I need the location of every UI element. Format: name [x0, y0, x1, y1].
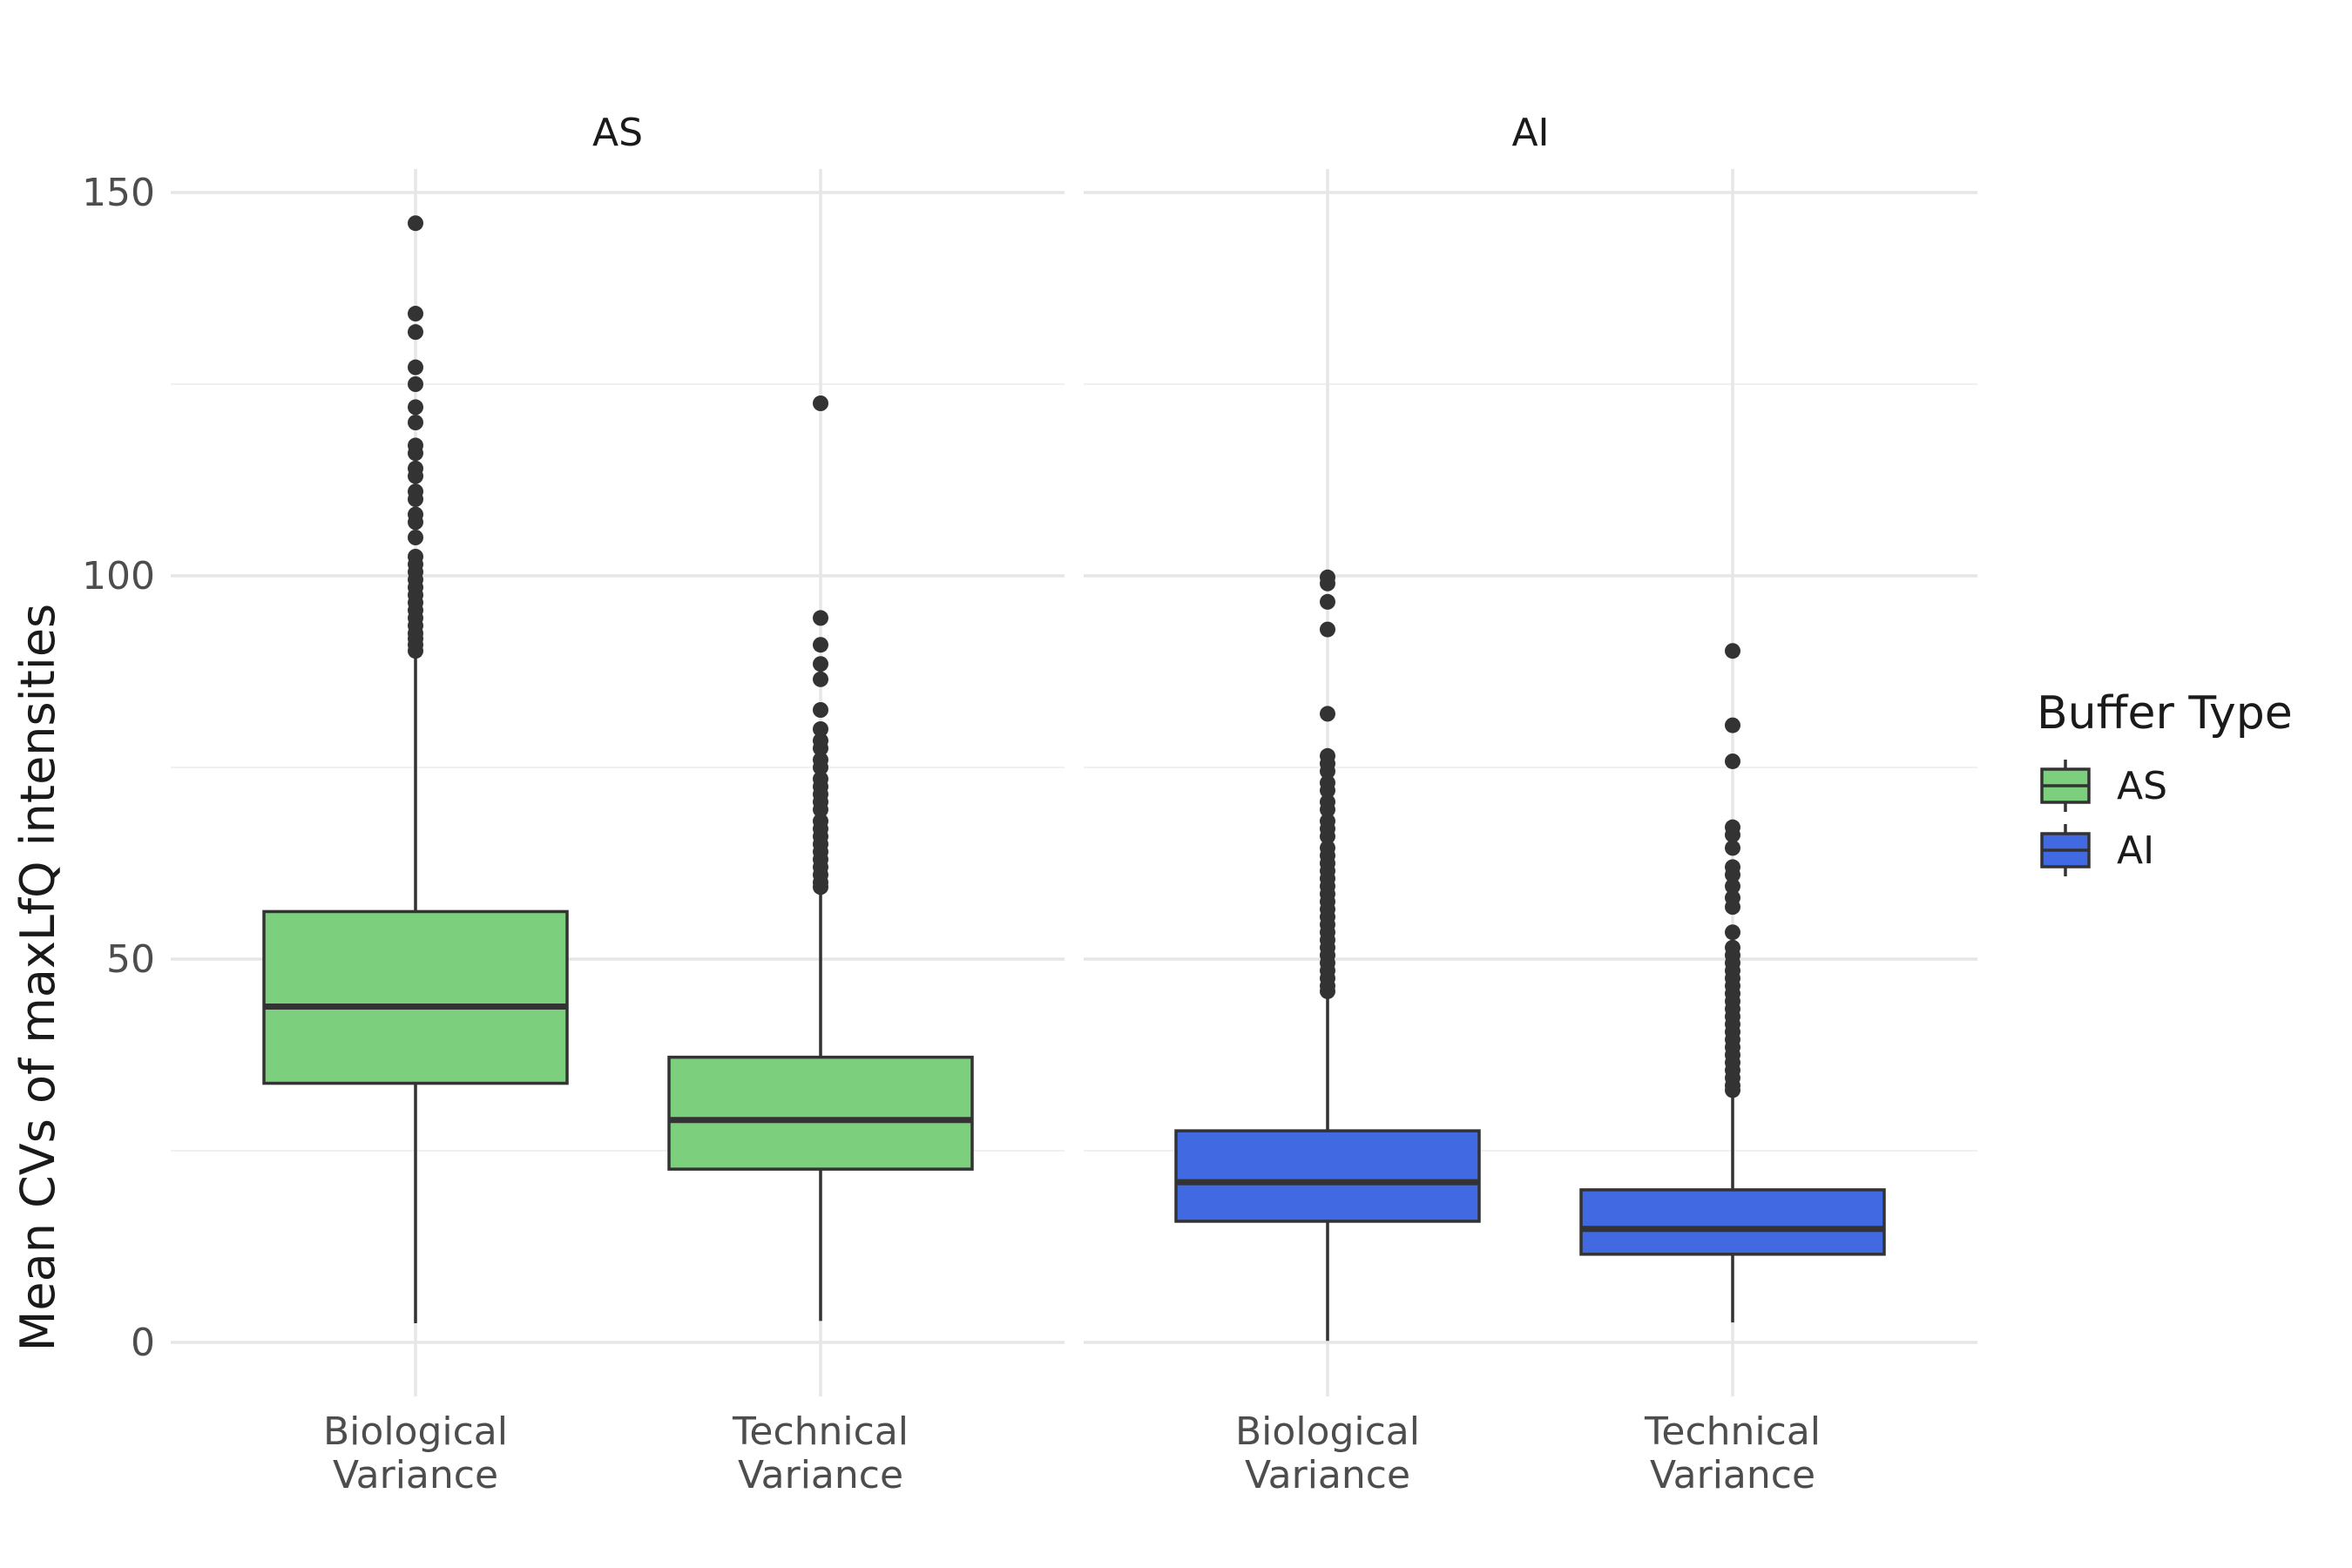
- outlier-point: [1320, 575, 1335, 591]
- outlier-point: [1725, 827, 1740, 843]
- x-tick-label-line: Technical: [1644, 1409, 1821, 1454]
- y-tick-label: 50: [106, 937, 155, 982]
- outlier-point: [1320, 828, 1335, 845]
- legend-entry-as: AS: [2040, 760, 2167, 812]
- x-tick-label-line: Variance: [1650, 1453, 1815, 1497]
- outlier-point: [813, 610, 828, 626]
- x-tick-label-line: Biological: [1235, 1409, 1420, 1454]
- legend-label: AI: [2117, 828, 2154, 873]
- box-plots: [262, 215, 1886, 1342]
- x-tick-label-line: Variance: [1245, 1453, 1410, 1497]
- outlier-point: [408, 491, 423, 507]
- outlier-point: [1320, 801, 1335, 818]
- outlier-point: [1725, 924, 1740, 941]
- y-tick-label: 100: [82, 554, 155, 598]
- x-tick-label-line: Variance: [333, 1453, 498, 1497]
- outlier-point: [408, 399, 423, 416]
- iqr-box: [1579, 1188, 1886, 1256]
- box-as-technical: [667, 395, 974, 1321]
- legend-label: AS: [2117, 764, 2167, 808]
- legend-title: Buffer Type: [2037, 687, 2293, 740]
- box-as-biological: [262, 215, 569, 1323]
- outlier-point: [1725, 753, 1740, 769]
- panel-label-ai: AI: [1511, 111, 1549, 155]
- outlier-point: [1320, 593, 1335, 610]
- outlier-point: [1320, 782, 1335, 799]
- panel-strip-labels: AS AI: [592, 111, 1550, 155]
- outlier-point: [408, 514, 423, 531]
- outlier-point: [1320, 763, 1335, 780]
- y-tick-label: 0: [131, 1321, 155, 1365]
- iqr-box: [667, 1055, 974, 1171]
- y-axis: 0 50 100 150: [82, 171, 155, 1365]
- y-axis-title: Mean CVs of maxLfQ intensities: [10, 604, 65, 1351]
- outlier-point: [1725, 899, 1740, 916]
- y-tick-label: 150: [82, 171, 155, 215]
- outlier-point: [1725, 643, 1740, 659]
- box-ai-technical: [1579, 643, 1886, 1323]
- outlier-point: [408, 324, 423, 341]
- outlier-point: [1725, 840, 1740, 856]
- outlier-point: [1320, 983, 1335, 999]
- outlier-point: [1320, 621, 1335, 638]
- x-tick-label-line: Technical: [732, 1409, 909, 1454]
- iqr-box: [1174, 1129, 1481, 1223]
- outlier-point: [813, 395, 828, 411]
- outlier-point: [408, 415, 423, 430]
- legend-entry-ai: AI: [2040, 824, 2154, 876]
- outlier-point: [408, 445, 423, 462]
- outlier-point: [1725, 867, 1740, 883]
- outlier-point: [1725, 878, 1740, 895]
- outlier-point: [1725, 1082, 1740, 1098]
- outlier-point: [408, 306, 423, 322]
- legend-entries: AS AI: [2040, 760, 2167, 876]
- outlier-point: [408, 468, 423, 484]
- box-ai-biological: [1174, 569, 1481, 1342]
- x-tick-label: Biological Variance: [323, 1409, 508, 1497]
- outlier-point: [408, 530, 423, 545]
- x-tick-label: Technical Variance: [732, 1409, 909, 1497]
- outlier-point: [408, 215, 423, 232]
- outlier-point: [1320, 706, 1335, 722]
- iqr-box: [262, 909, 569, 1085]
- outlier-point: [813, 801, 828, 818]
- outlier-point: [813, 637, 828, 653]
- x-tick-label: Biological Variance: [1235, 1409, 1420, 1497]
- legend: Buffer Type AS AI: [2037, 687, 2293, 876]
- outlier-point: [813, 656, 828, 672]
- outlier-point: [813, 760, 828, 775]
- outlier-point: [813, 740, 828, 756]
- x-tick-label-line: Biological: [323, 1409, 508, 1454]
- outlier-point: [813, 879, 828, 896]
- outlier-point: [408, 643, 423, 659]
- outlier-point: [813, 721, 828, 737]
- outlier-point: [408, 376, 423, 392]
- outlier-point: [408, 359, 423, 375]
- panel-label-as: AS: [592, 111, 643, 155]
- x-tick-label-line: Variance: [738, 1453, 903, 1497]
- outlier-point: [813, 702, 828, 718]
- outlier-point: [1725, 717, 1740, 733]
- outlier-point: [813, 671, 828, 687]
- x-tick-label: Technical Variance: [1644, 1409, 1821, 1497]
